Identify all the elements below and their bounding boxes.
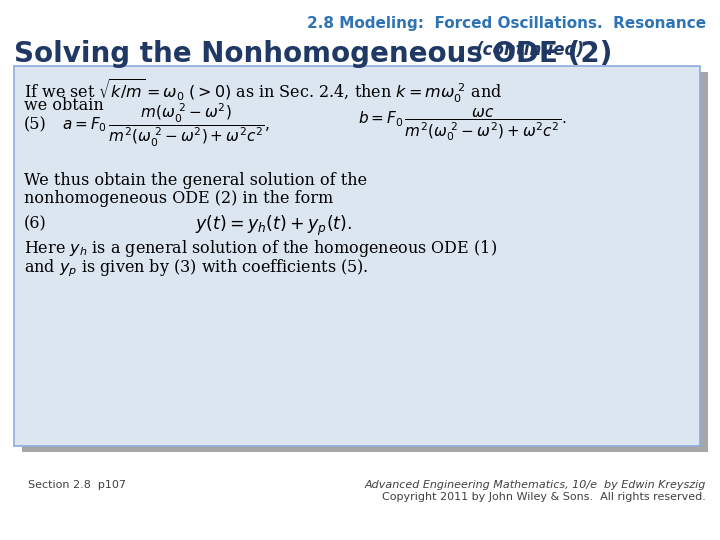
- Text: (6): (6): [24, 215, 47, 232]
- Text: $b = F_0\,\dfrac{\omega c}{m^2(\omega_0^{\ 2} - \omega^2) + \omega^2 c^2}.$: $b = F_0\,\dfrac{\omega c}{m^2(\omega_0^…: [358, 106, 567, 144]
- Text: Advanced Engineering Mathematics, 10/e  by Edwin Kreyszig: Advanced Engineering Mathematics, 10/e b…: [364, 480, 706, 490]
- Text: Section 2.8  p107: Section 2.8 p107: [28, 480, 126, 490]
- Text: $a = F_0\,\dfrac{m(\omega_0^{\ 2} - \omega^2)}{m^2(\omega_0^{\ 2} - \omega^2) + : $a = F_0\,\dfrac{m(\omega_0^{\ 2} - \ome…: [62, 102, 270, 148]
- Text: Copyright 2011 by John Wiley & Sons.  All rights reserved.: Copyright 2011 by John Wiley & Sons. All…: [382, 492, 706, 502]
- Text: We thus obtain the general solution of the: We thus obtain the general solution of t…: [24, 172, 367, 189]
- Text: (5): (5): [24, 117, 47, 133]
- Text: Solving the Nonhomogeneous ODE (2): Solving the Nonhomogeneous ODE (2): [14, 40, 613, 68]
- Text: Here $y_h$ is a general solution of the homogeneous ODE (1): Here $y_h$ is a general solution of the …: [24, 238, 497, 259]
- Text: (continued): (continued): [476, 41, 585, 59]
- Text: If we set $\sqrt{k/m} = \omega_0\;(> 0)$ as in Sec. 2.4, then $k = m\omega_0^{\ : If we set $\sqrt{k/m} = \omega_0\;(> 0)$…: [24, 78, 502, 105]
- Text: and $y_p$ is given by (3) with coefficients (5).: and $y_p$ is given by (3) with coefficie…: [24, 257, 369, 279]
- Text: 2.8 Modeling:  Forced Oscillations.  Resonance: 2.8 Modeling: Forced Oscillations. Reson…: [307, 16, 706, 31]
- Text: nonhomogeneous ODE (2) in the form: nonhomogeneous ODE (2) in the form: [24, 190, 333, 207]
- Text: we obtain: we obtain: [24, 97, 104, 114]
- Text: $y(t) = y_h(t) + y_p(t).$: $y(t) = y_h(t) + y_p(t).$: [195, 214, 352, 238]
- FancyBboxPatch shape: [22, 72, 708, 452]
- FancyBboxPatch shape: [14, 66, 700, 446]
